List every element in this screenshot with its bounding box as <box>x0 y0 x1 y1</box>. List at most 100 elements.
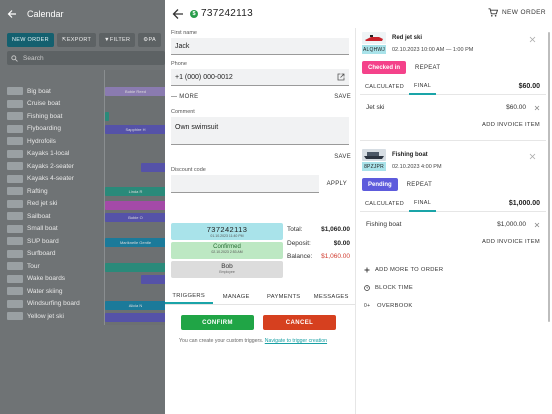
tab-final[interactable]: FINAL <box>408 197 437 212</box>
calendar-booking-bar[interactable] <box>105 263 166 272</box>
invoice-line-name: Fishing boat <box>366 221 402 228</box>
tab-messages[interactable]: MESSAGES <box>313 294 349 300</box>
order-totals: Total: $1,060.00 Deposit: $0.00 Balance: $1… <box>287 223 350 264</box>
calendar-resource-row[interactable]: Water skiing <box>7 285 105 298</box>
calendar-settings-button[interactable]: ⚙ PA <box>138 33 162 47</box>
tab-manage[interactable]: MANAGE <box>222 294 250 300</box>
phone-field[interactable]: +1 (000) 000-0012 <box>171 69 349 86</box>
remove-line-icon[interactable] <box>534 105 540 111</box>
cancel-button[interactable]: CANCEL <box>263 315 336 330</box>
apply-discount-button[interactable]: APPLY <box>326 181 347 187</box>
more-toggle[interactable]: — MORE <box>171 94 199 100</box>
item-title: Red jet ski <box>392 35 423 41</box>
item-title: Fishing boat <box>392 152 428 158</box>
resource-thumbnail <box>7 124 23 133</box>
calendar-booking-bar[interactable] <box>141 163 166 172</box>
calendar-export-button[interactable]: ⇱ EXPORT <box>56 33 97 47</box>
trigger-creation-link[interactable]: Navigate to trigger creation <box>264 338 328 344</box>
open-external-icon[interactable] <box>337 73 345 81</box>
calendar-booking-bar[interactable]: Linda R <box>105 187 166 196</box>
tab-triggers[interactable]: TRIGGERS <box>165 290 213 304</box>
calendar-back-icon[interactable] <box>7 9 17 19</box>
add-invoice-item-button[interactable]: ADD INVOICE ITEM <box>482 122 540 128</box>
calendar-resource-row[interactable]: Hydrofoils <box>7 135 105 148</box>
order-item: 8PZJPR Fishing boat 02.10.2023 4:00 PM P… <box>360 147 546 253</box>
calendar-resource-row[interactable]: SUP board <box>7 235 105 248</box>
scrollbar[interactable] <box>548 32 550 322</box>
resource-thumbnail <box>7 112 23 121</box>
item-state-row: Checked in REPEAT <box>362 60 546 75</box>
remove-line-icon[interactable] <box>534 222 540 228</box>
calendar-resource-row[interactable]: Rafting <box>7 185 105 198</box>
calendar-booking-bar[interactable]: Bobie O <box>105 213 166 222</box>
new-order-button[interactable]: NEW ORDER <box>488 8 546 17</box>
remove-item-icon[interactable] <box>529 153 536 160</box>
calendar-resource-row[interactable]: Cruise boat <box>7 98 105 111</box>
phone-label: Phone <box>171 61 187 67</box>
calendar-resource-row[interactable]: Small boat <box>7 223 105 236</box>
tab-calculated[interactable]: CALCULATED <box>365 84 404 90</box>
repeat-button[interactable]: REPEAT <box>406 181 433 188</box>
item-date: 02.10.2023 4:00 PM <box>392 164 442 170</box>
calendar-booking-bar[interactable] <box>105 201 166 210</box>
employee-card[interactable]: Bob Employee <box>171 261 283 278</box>
calendar-resource-row[interactable]: Big boat <box>7 85 105 98</box>
tab-calculated[interactable]: CALCULATED <box>365 201 404 207</box>
calendar-resource-row[interactable]: Yellow jet ski <box>7 310 105 323</box>
column-divider <box>355 28 356 414</box>
calendar-booking-bar[interactable] <box>141 275 166 284</box>
confirmed-card[interactable]: Confirmed 02.10.2023 2:53 AM <box>171 242 283 259</box>
add-invoice-item-button[interactable]: ADD INVOICE ITEM <box>482 239 540 245</box>
calendar-booking-bar[interactable]: Bobie Reed <box>105 87 166 96</box>
calendar-resource-row[interactable]: Sailboat <box>7 210 105 223</box>
overbook-label: OVERBOOK <box>377 303 413 309</box>
save-comment-button[interactable]: SAVE <box>334 154 351 160</box>
calendar-booking-bar[interactable]: Sapphire H <box>105 125 166 134</box>
calendar-new-order-button[interactable]: NEW ORDER <box>7 33 54 47</box>
resource-label: Tour <box>27 262 40 270</box>
block-time-button[interactable]: BLOCK TIME <box>364 279 546 297</box>
calendar-resource-row[interactable]: Wake boards <box>7 273 105 286</box>
calendar-booking-bar[interactable] <box>105 112 109 121</box>
pending-badge[interactable]: Pending <box>362 178 398 191</box>
comment-field[interactable]: Own swimsuit <box>171 117 349 145</box>
calendar-filter-button[interactable]: ▼ FILTER <box>99 33 136 47</box>
save-name-button[interactable]: SAVE <box>334 94 351 100</box>
calendar-resource-row[interactable]: Kayaks 1-local <box>7 148 105 161</box>
calc-tabs: CALCULATED FINAL $60.00 <box>360 80 546 95</box>
resource-label: Water skiing <box>27 287 63 295</box>
repeat-button[interactable]: REPEAT <box>415 64 441 71</box>
remove-item-icon[interactable] <box>529 36 536 43</box>
calendar-resource-row[interactable]: Tour <box>7 260 105 273</box>
calendar-search-input[interactable]: Search <box>7 51 165 65</box>
jet-ski-thumbnail <box>362 32 386 44</box>
calendar-resource-row[interactable]: Kayaks 4-seater <box>7 173 105 186</box>
order-created-card[interactable]: 737242113 01.10.2023 11:40 PM <box>171 223 283 240</box>
resource-thumbnail <box>7 87 23 96</box>
calendar-resource-row[interactable]: Red jet ski <box>7 198 105 211</box>
add-more-to-order-button[interactable]: ADD MORE TO ORDER <box>364 261 546 279</box>
overbook-button[interactable]: 0+ OVERBOOK <box>364 297 546 315</box>
calendar-booking-bar[interactable]: Alicia N <box>105 301 166 310</box>
confirm-button[interactable]: CONFIRM <box>181 315 254 330</box>
calendar-booking-bar[interactable] <box>105 313 166 322</box>
calendar-resource-row[interactable]: Surfboard <box>7 248 105 261</box>
order-item: ALQHWJ Red jet ski 02.10.2023 10:00 AM —… <box>360 30 546 136</box>
first-name-field[interactable]: Jack <box>171 38 349 55</box>
comment-save-row: SAVE <box>171 150 351 164</box>
resource-thumbnail <box>7 237 23 246</box>
calendar-resource-row[interactable]: Windsurfing board <box>7 298 105 311</box>
discount-code-field[interactable] <box>171 175 319 193</box>
calendar-resource-row[interactable]: Flyboarding <box>7 123 105 136</box>
checked-in-badge[interactable]: Checked in <box>362 61 407 74</box>
tab-final[interactable]: FINAL <box>408 80 437 95</box>
resource-label: Big boat <box>27 87 51 95</box>
calendar-resource-row[interactable]: Fishing boat <box>7 110 105 123</box>
order-item-header: ALQHWJ Red jet ski 02.10.2023 10:00 AM —… <box>360 30 546 60</box>
first-name-label: First name <box>171 30 197 36</box>
calendar-resource-row[interactable]: Kayaks 2-seater <box>7 160 105 173</box>
tab-payments[interactable]: PAYMENTS <box>267 294 301 300</box>
order-items-column: ALQHWJ Red jet ski 02.10.2023 10:00 AM —… <box>360 30 546 315</box>
back-arrow-icon[interactable] <box>172 8 184 20</box>
calendar-booking-bar[interactable]: Mariknelle Gentle <box>105 238 166 247</box>
